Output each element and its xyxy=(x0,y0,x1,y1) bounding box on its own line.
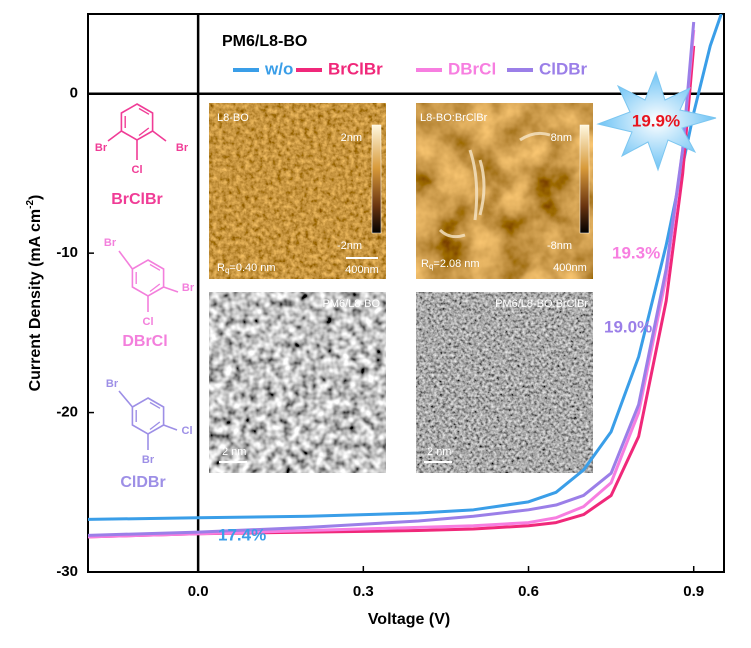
inset-tem-1: PM6/L8-BO 2 nm xyxy=(209,292,386,473)
inset-roughness: Rq=0.40 nm xyxy=(217,262,276,275)
plot-frame xyxy=(87,13,725,573)
series-line xyxy=(88,21,696,537)
series-line xyxy=(88,29,696,539)
inset-afm-2: L8-BO:BrClBr 8nm -8nm Rq=2.08 nm 400nm xyxy=(416,103,593,279)
starburst xyxy=(596,70,717,172)
molecule-brclbr: Br Br Cl BrClBr xyxy=(95,103,189,208)
x-tick-label: 0.3 xyxy=(353,583,374,600)
inset-scale-bottom: -2nm xyxy=(337,240,362,252)
annotation: 17.4% xyxy=(218,525,266,544)
x-tick-label: 0.6 xyxy=(518,583,539,600)
rq-symbol: R xyxy=(421,258,429,270)
inset-title: PM6/L8-BO xyxy=(323,298,381,310)
annotation: 19.0% xyxy=(604,317,652,336)
atom-label: Br xyxy=(182,282,195,294)
inset-roughness: Rq=2.08 nm xyxy=(421,258,480,271)
inset-title: L8-BO xyxy=(217,112,249,124)
y-title-text: Current Density (mA cm xyxy=(27,209,44,392)
inset-afm-1: L8-BO 2nm -2nm Rq=0.40 nm 400nm xyxy=(209,103,386,279)
inset-scale-top: 8nm xyxy=(551,132,572,144)
inset-scale-bar: 2 nm xyxy=(427,446,451,458)
inset-scale-bar: 400nm xyxy=(553,262,587,274)
molecule-dbrcl: Br Br Cl DBrCl xyxy=(104,237,195,350)
atom-label: Cl xyxy=(143,316,154,328)
legend: w/o BrClBr DBrCl ClDBr xyxy=(233,59,588,78)
inset-title: L8-BO:BrClBr xyxy=(420,112,488,124)
molecule-name: ClDBr xyxy=(120,474,165,491)
x-axis-title: Voltage (V) xyxy=(368,611,450,628)
inset-scale-top: 2nm xyxy=(341,132,362,144)
x-tick-label: 0.9 xyxy=(683,583,704,600)
inset-scale-bottom: -8nm xyxy=(547,240,572,252)
y-tick-label: -10 xyxy=(56,244,78,261)
molecule-name: DBrCl xyxy=(122,333,167,350)
atom-label: Br xyxy=(176,142,189,154)
molecule-cldbr: Br Cl Br ClDBr xyxy=(106,378,193,491)
legend-label: ClDBr xyxy=(539,59,588,78)
atom-label: Cl xyxy=(182,425,193,437)
series-line xyxy=(88,14,723,521)
y-axis-title: Current Density (mA cm-2) xyxy=(25,195,45,392)
atom-label: Br xyxy=(95,142,108,154)
inset-scale-bar: 400nm xyxy=(345,264,379,276)
annotation: 19.9% xyxy=(632,111,680,130)
inset-scale-bar: 2 nm xyxy=(222,446,246,458)
rq-text: =0.40 nm xyxy=(229,262,275,274)
series-layer xyxy=(88,14,723,539)
legend-label: DBrCl xyxy=(448,59,496,78)
y-title-sup: -2 xyxy=(25,200,36,209)
x-tick-label: 0.0 xyxy=(188,583,209,600)
atom-label: Br xyxy=(104,237,117,249)
legend-label: BrClBr xyxy=(328,59,383,78)
rq-text: =2.08 nm xyxy=(433,258,479,270)
rq-sub: q xyxy=(225,266,229,275)
y-title-end: ) xyxy=(27,195,44,200)
y-tick-label: 0 xyxy=(70,85,78,102)
series-line xyxy=(88,45,696,539)
rq-sub: q xyxy=(429,262,433,271)
annotation: 19.3% xyxy=(612,243,660,262)
rq-symbol: R xyxy=(217,262,225,274)
atom-label: Br xyxy=(142,454,155,466)
legend-title: PM6/L8-BO xyxy=(222,33,307,50)
legend-label: w/o xyxy=(264,59,293,78)
inset-tem-2: PM6/L8-BO:BrClBr 2 nm xyxy=(416,292,593,473)
axes-layer: 0.0 0.3 0.6 0.9 0 -10 -20 -30 xyxy=(56,13,725,600)
molecule-name: BrClBr xyxy=(111,191,163,208)
inset-title: PM6/L8-BO:BrClBr xyxy=(495,298,588,310)
y-tick-label: -30 xyxy=(56,563,78,580)
y-tick-label: -20 xyxy=(56,404,78,421)
atom-label: Cl xyxy=(132,164,143,176)
atom-label: Br xyxy=(106,378,119,390)
